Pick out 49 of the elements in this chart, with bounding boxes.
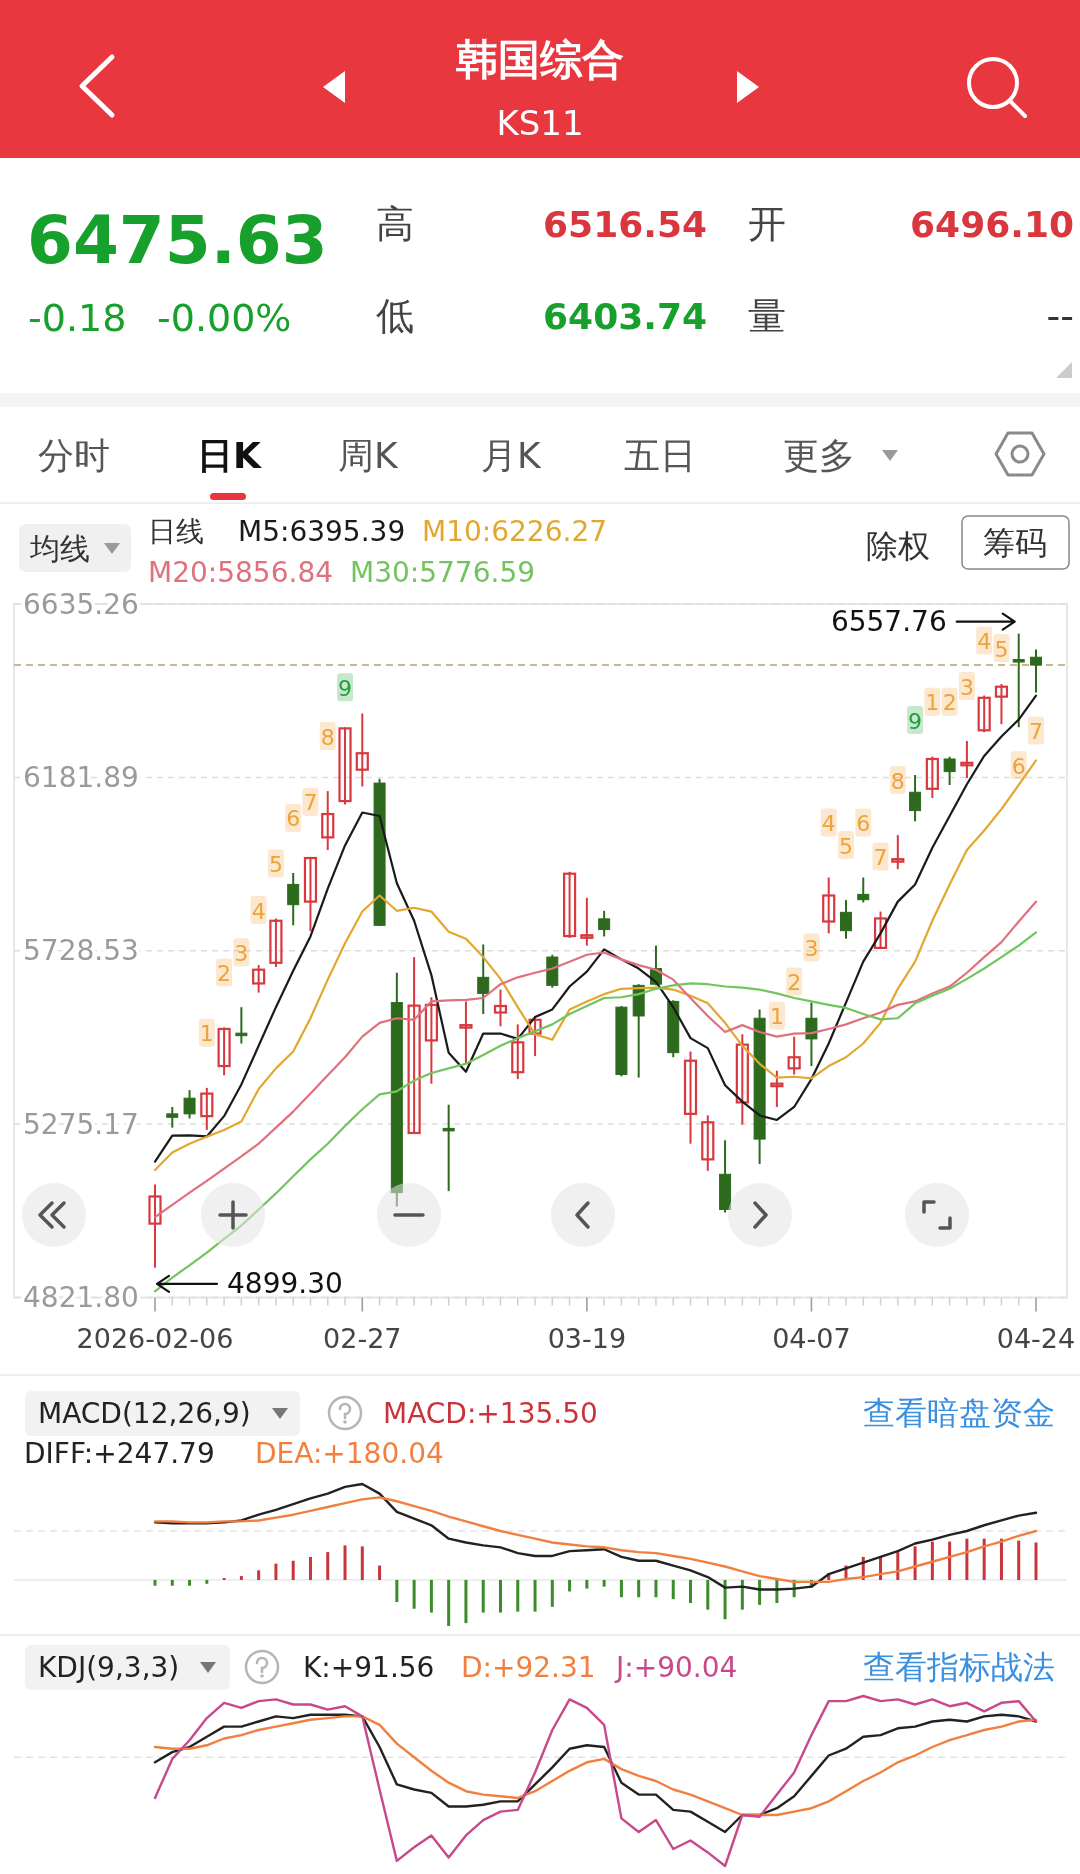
text: 6516.54 bbox=[543, 203, 707, 245]
x-tick-label: 04-24 bbox=[996, 1322, 1076, 1354]
series-label: J:+90.04 bbox=[614, 1650, 738, 1684]
text: 均线 bbox=[29, 530, 90, 566]
chart-title: MACD(12,26,9) bbox=[38, 1396, 251, 1430]
text: 更多 bbox=[783, 434, 855, 476]
text: 6403.74 bbox=[543, 295, 707, 337]
text: M30:5776.59 bbox=[350, 555, 536, 589]
text: M10:6226.27 bbox=[422, 514, 608, 548]
text: KS11 bbox=[496, 103, 584, 143]
y-tick-label: 6635.26 bbox=[23, 587, 139, 621]
x-tick-label: 02-27 bbox=[323, 1322, 402, 1354]
text: M5:6395.39 bbox=[238, 514, 406, 548]
text: 除权 bbox=[866, 527, 930, 565]
text: 查看指标战法 bbox=[863, 1648, 1055, 1686]
series-label: DEA:+180.04 bbox=[255, 1436, 444, 1470]
annotation: 4899.30 bbox=[227, 1267, 343, 1301]
text: 月K bbox=[481, 434, 542, 476]
text: 开 bbox=[748, 202, 786, 246]
y-tick-label: 4821.80 bbox=[23, 1281, 139, 1314]
text: 五日 bbox=[624, 434, 696, 476]
text: 查看暗盘资金 bbox=[863, 1394, 1055, 1432]
text: 高 bbox=[376, 202, 414, 246]
text: 日K bbox=[197, 434, 262, 476]
x-tick-label: 03-19 bbox=[547, 1322, 627, 1354]
text: 6475.63 bbox=[27, 201, 328, 279]
series-label: K:+91.56 bbox=[303, 1650, 435, 1684]
y-tick-label: 6181.89 bbox=[23, 760, 139, 794]
text: 分时 bbox=[38, 434, 110, 476]
y-tick-label: 5275.17 bbox=[23, 1107, 139, 1141]
text: 量 bbox=[748, 294, 786, 338]
y-tick-label: 5728.53 bbox=[23, 934, 139, 968]
text: 韩国综合 bbox=[455, 34, 624, 84]
text: MACD:+135.50 bbox=[383, 1396, 598, 1430]
text: D:+92.31 bbox=[461, 1650, 596, 1684]
series-label: DIFF:+247.79 bbox=[24, 1436, 215, 1470]
text: 低 bbox=[376, 294, 414, 338]
text: 日线 bbox=[148, 514, 204, 548]
chart-title: KDJ(9,3,3) bbox=[38, 1650, 180, 1684]
text: -- bbox=[1046, 294, 1074, 338]
x-tick-label: 2026-02-06 bbox=[76, 1322, 234, 1354]
text: 周K bbox=[338, 434, 399, 476]
text: 筹码 bbox=[983, 524, 1047, 562]
text: -0.00% bbox=[157, 296, 292, 340]
text: M20:5856.84 bbox=[148, 555, 334, 589]
text: 6496.10 bbox=[910, 203, 1074, 245]
annotation: 6557.76 bbox=[830, 605, 947, 639]
text: -0.18 bbox=[28, 296, 127, 340]
x-tick-label: 04-07 bbox=[772, 1322, 851, 1354]
